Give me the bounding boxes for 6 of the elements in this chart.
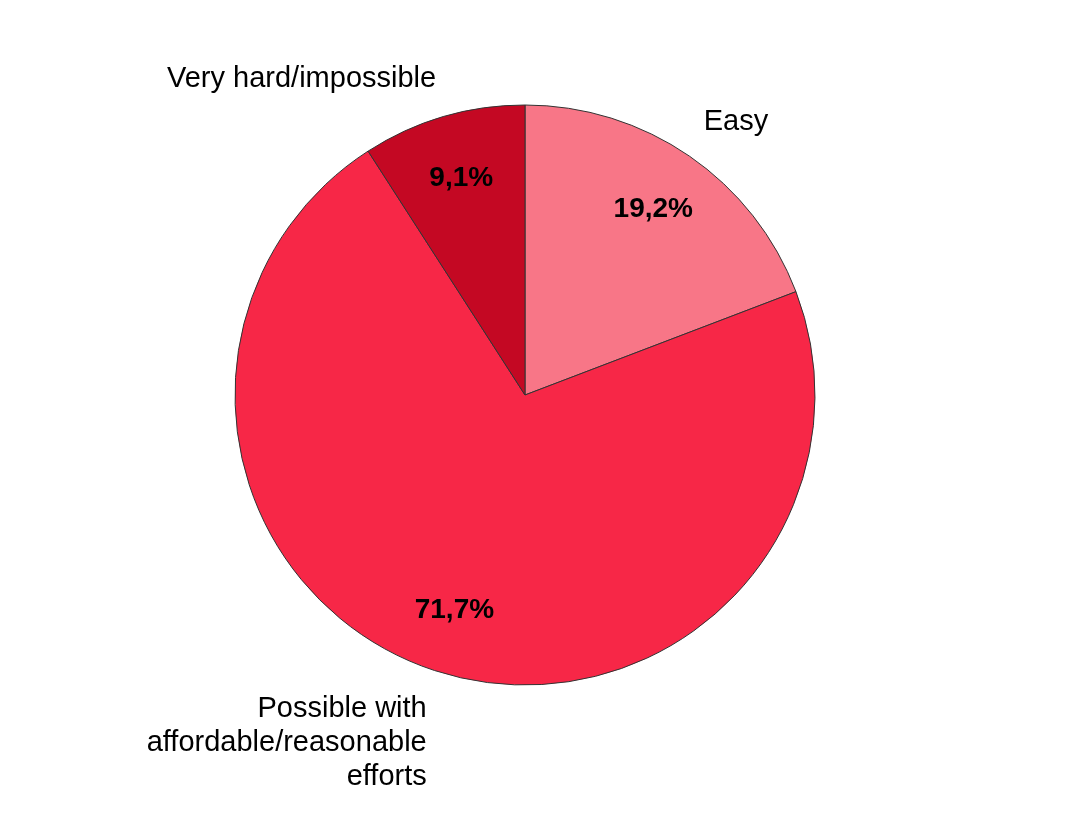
slice-label: Very hard/impossible <box>166 60 437 93</box>
data-label: 19,2% <box>613 191 694 223</box>
data-label: 9,1% <box>429 160 494 192</box>
slice-label: Easy <box>703 103 769 136</box>
data-label: 71,7% <box>414 592 495 624</box>
slice-label: Possible with affordable/reasonable efforts <box>146 691 427 792</box>
